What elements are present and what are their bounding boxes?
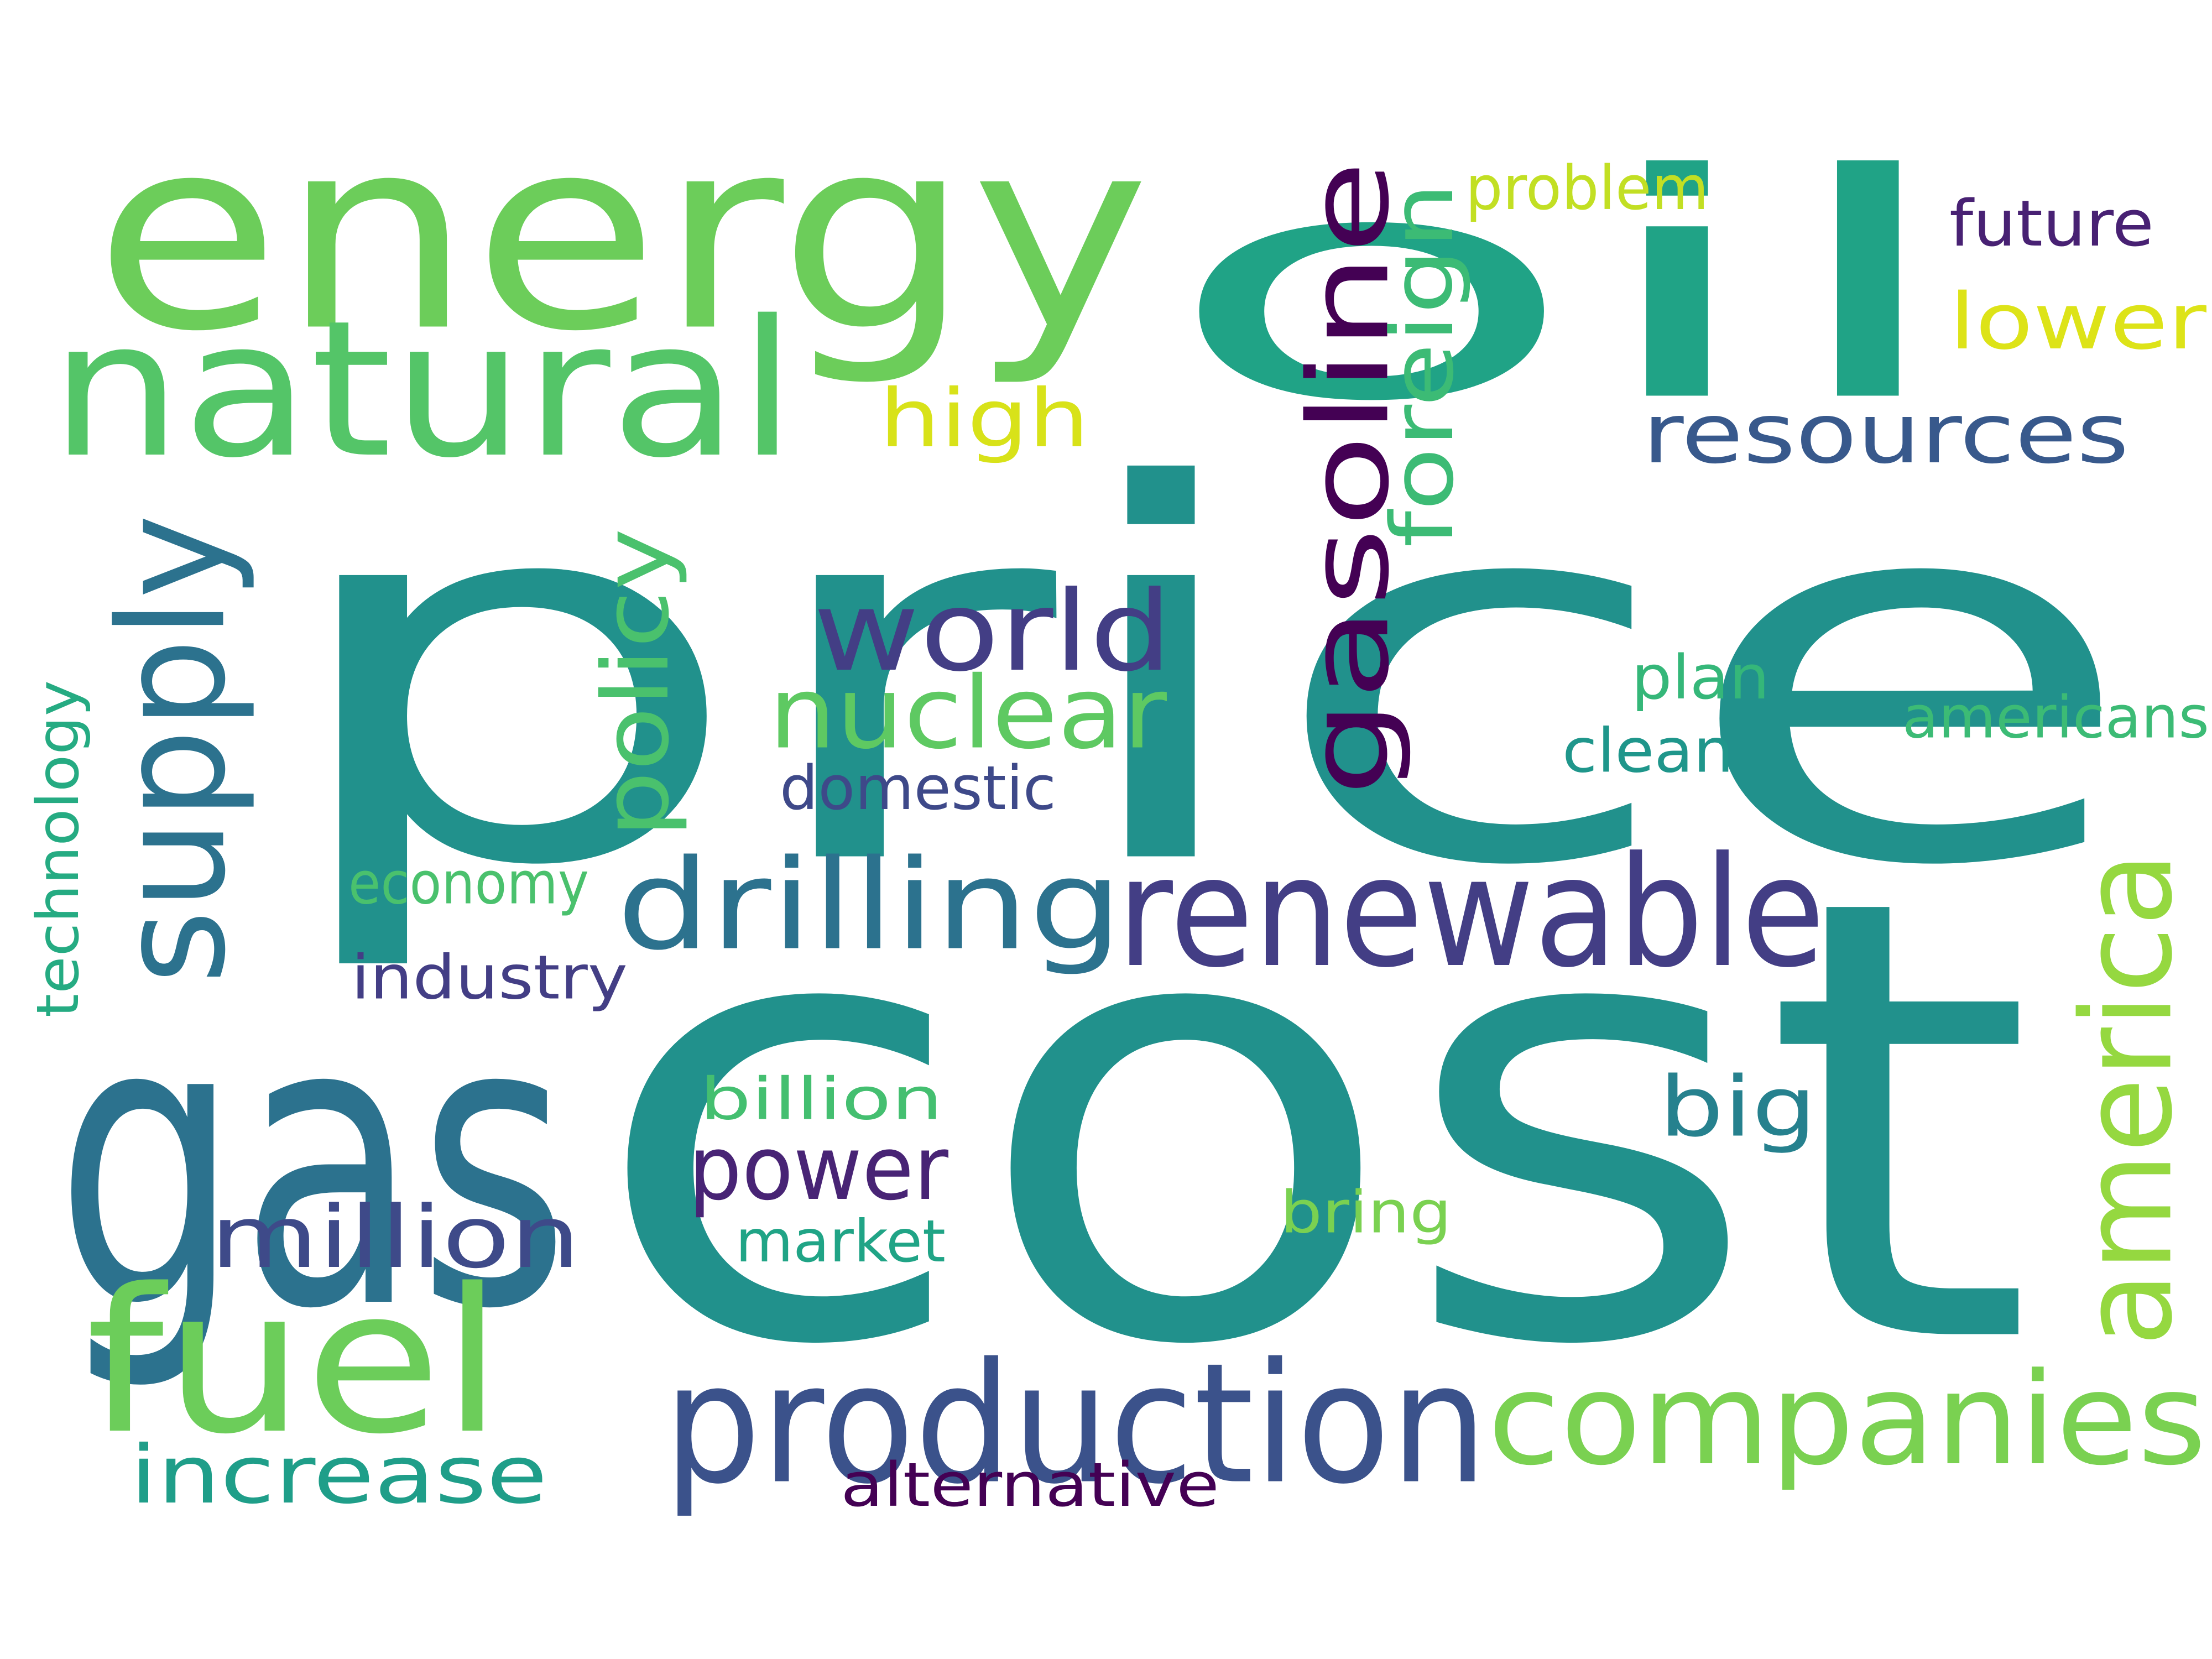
word-high: high [879,372,1089,466]
word-lower: lower [1949,277,2207,367]
word-power: power [688,1117,948,1220]
word-big: big [1659,1060,1817,1156]
word-fuel: fuel [86,1246,503,1478]
word-cost: cost [589,770,2035,1478]
word-problem: problem [1465,153,1709,223]
word-alternative: alternative [841,1449,1219,1520]
word-clean: clean [1562,716,1734,786]
word-energy: energy [94,81,1150,390]
word-drilling: drilling [617,833,1123,978]
word-increase: increase [130,1428,547,1522]
word-plan: plan [1631,642,1770,713]
word-billion: billion [700,1066,943,1133]
word-america: america [2056,852,2200,1347]
word-supply: supply [88,514,258,984]
word-domestic: domestic [780,753,1056,823]
word-oil: oil [1161,109,1963,469]
word-renewable: renewable [1117,824,1825,1001]
word-resources: resources [1642,386,2129,482]
word-nuclear: nuclear [769,656,1167,771]
word-market: market [735,1208,946,1275]
word-foreign: foreign [1373,182,1473,547]
word-policy: policy [583,528,689,838]
word-world: world [813,567,1172,696]
word-cloud-words: price cost energy oil gas natural fuel p… [24,81,2209,1522]
word-companies: companies [1488,1346,2206,1494]
word-industry: industry [351,942,628,1013]
word-gas: gas [55,932,570,1396]
word-natural: natural [50,280,796,499]
word-price: price [271,380,2140,978]
word-technology: technology [24,680,92,1018]
word-gasoline: gasoline [1285,160,1414,796]
word-bring: bring [1280,1179,1452,1246]
word-americans: americans [1902,684,2209,752]
word-million: million [210,1187,581,1287]
word-economy: economy [348,850,589,917]
word-production: production [664,1328,1488,1521]
word-future: future [1949,187,2154,261]
